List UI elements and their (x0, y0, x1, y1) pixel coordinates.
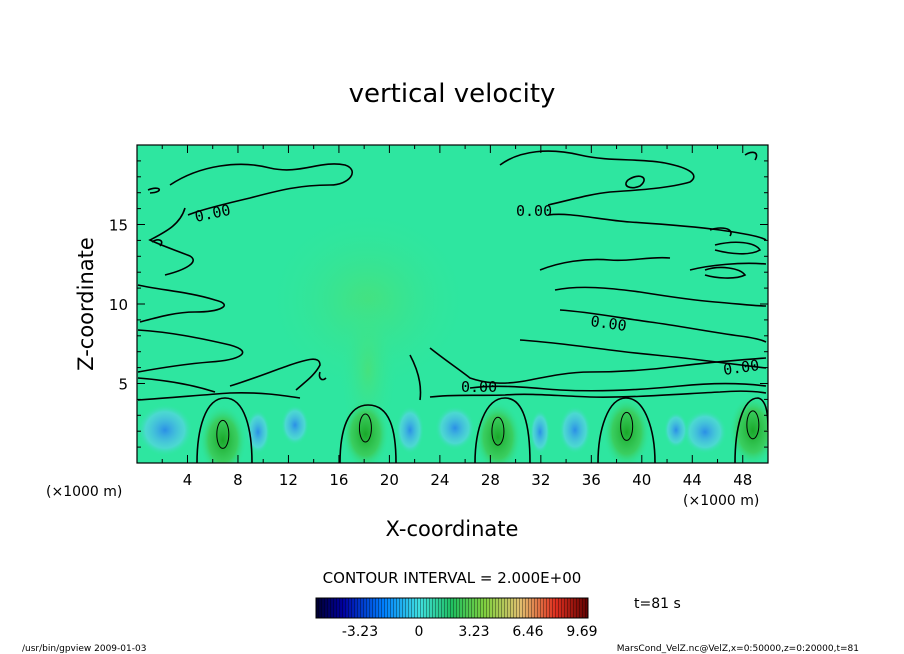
updraft-core (728, 394, 768, 463)
downdraft-region (396, 406, 424, 454)
x-tick-label: 8 (233, 471, 243, 489)
colorbar: -3.23 0 3.23 6.46 9.69 (315, 597, 598, 640)
footer-right: MarsCond_VelZ.nc@VelZ,x=0:50000,z=0:2000… (617, 644, 859, 654)
downdraft-region (435, 406, 475, 450)
updraft-contour (746, 410, 760, 440)
y-tick-label: 5 (118, 376, 128, 394)
contour-label: 0.00 (461, 378, 497, 396)
downdraft-region (559, 406, 591, 454)
x-tick-label: 48 (733, 471, 752, 489)
x-tick-label: 20 (380, 471, 399, 489)
zero-contour-lines (137, 150, 768, 463)
x-tick-label: 28 (481, 471, 500, 489)
x-unit-right: (×1000 m) (683, 493, 759, 509)
downdraft-region (137, 404, 193, 456)
updraft-core (341, 398, 390, 463)
downdraft-region (281, 405, 309, 445)
downdraft-region (246, 410, 270, 454)
y-axis-label: Z-coordinate (74, 237, 98, 371)
chart-title: vertical velocity (349, 79, 556, 109)
x-tick-label: 16 (329, 471, 348, 489)
contour-label: 0.00 (589, 312, 627, 335)
updraft-contour (358, 413, 372, 443)
updraft-core (602, 396, 651, 463)
x-tick-label: 40 (632, 471, 651, 489)
updraft-core (198, 404, 247, 463)
updraft-core (473, 401, 522, 463)
contour-interval-text: CONTOUR INTERVAL = 2.000E+00 (323, 569, 582, 587)
updraft-contour (620, 411, 634, 441)
downdraft-region (664, 412, 688, 448)
colorbar-tick-label: -3.23 (342, 624, 378, 640)
time-label: t=81 s (634, 596, 681, 612)
updraft-contour (491, 416, 505, 446)
contour-label: 0.00 (516, 202, 552, 220)
colorbar-stripes (316, 598, 588, 618)
x-tick-label: 44 (683, 471, 702, 489)
x-tick-label: 24 (430, 471, 449, 489)
y-tick-label: 15 (109, 217, 128, 235)
footer-left: /usr/bin/gpview 2009-01-03 (22, 644, 146, 654)
downdraft-region (683, 410, 727, 454)
contour-label: 0.00 (722, 356, 760, 379)
colorbar-frame (315, 597, 589, 619)
downdraft-region (530, 410, 550, 454)
colorbar-tick-label: 6.46 (512, 624, 543, 640)
x-tick-label: 12 (279, 471, 298, 489)
colorbar-tick-label: 9.69 (566, 624, 597, 640)
y-tick-label: 10 (109, 296, 128, 314)
x-axis-label: X-coordinate (386, 517, 519, 541)
updraft-contour (216, 419, 230, 449)
x-tick-label: 4 (183, 471, 193, 489)
colorbar-tick-label: 0 (415, 624, 424, 640)
x-tick-label: 36 (582, 471, 601, 489)
x-unit-left: (×1000 m) (46, 484, 122, 500)
x-tick-label: 32 (531, 471, 550, 489)
colorbar-tick-label: 3.23 (458, 624, 489, 640)
